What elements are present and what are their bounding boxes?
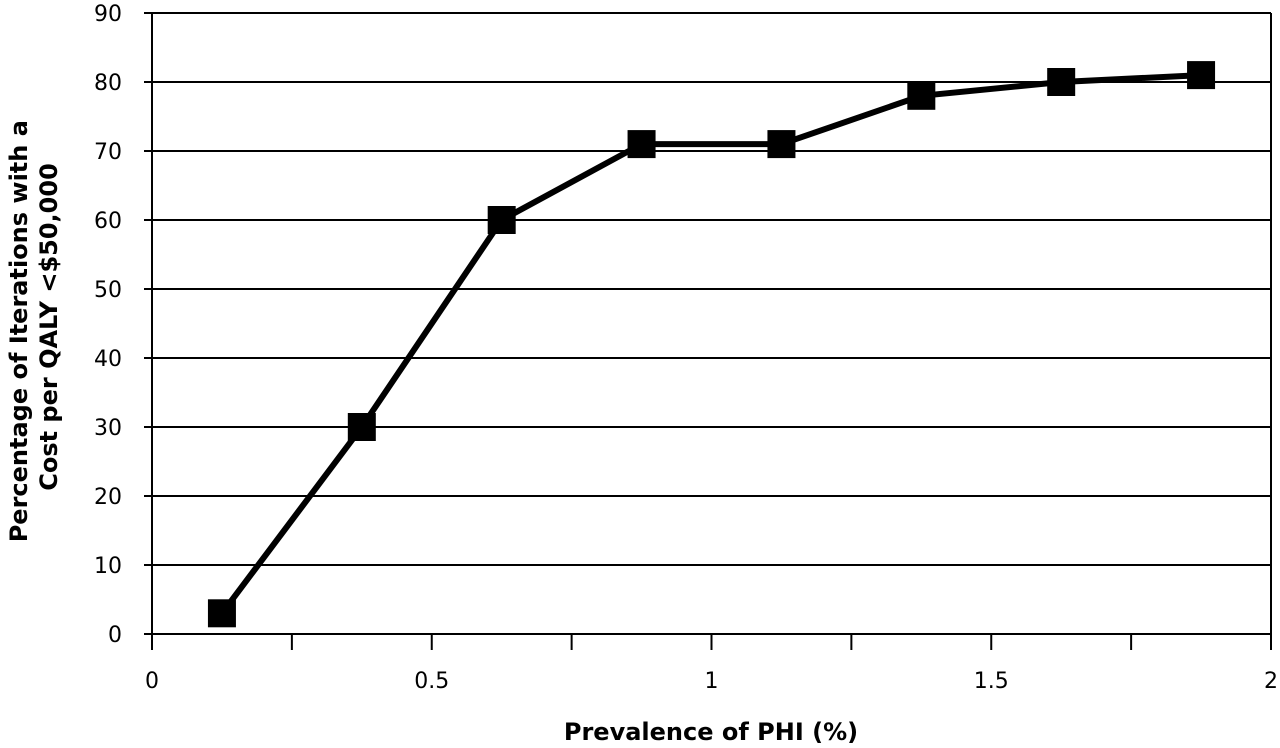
y-tick-label: 90 xyxy=(94,2,122,27)
x-tick-label: 0.5 xyxy=(414,669,449,694)
y-tick-label: 70 xyxy=(94,140,122,165)
y-axis-title-line-2: Cost per QALY <$50,000 xyxy=(35,163,63,491)
y-axis-title: Percentage of Iterations with a Cost per… xyxy=(5,112,63,543)
data-point-marker xyxy=(1047,68,1076,96)
data-point-marker xyxy=(907,81,936,110)
y-tick-label: 30 xyxy=(94,416,122,441)
y-tick-label: 50 xyxy=(94,278,122,303)
data-point-marker xyxy=(1187,61,1216,90)
tick-labels: 0 10 20 30 40 50 60 70 80 90 0 0.5 1 1.5 2 xyxy=(94,2,1278,694)
y-tick-label: 40 xyxy=(94,347,122,372)
gridlines xyxy=(152,12,1271,566)
x-tick-label: 2 xyxy=(1264,669,1278,694)
series-line xyxy=(219,72,1202,616)
x-tick-label: 1 xyxy=(705,669,719,694)
data-point-marker xyxy=(487,206,516,234)
axes xyxy=(144,12,1272,650)
data-point-marker xyxy=(627,130,656,159)
data-point-marker xyxy=(767,130,796,159)
data-point-marker xyxy=(347,413,376,441)
y-tick-label: 20 xyxy=(94,485,122,510)
y-tick-label: 80 xyxy=(94,71,122,96)
data-series xyxy=(207,61,1216,628)
x-tick-label: 1.5 xyxy=(974,669,1009,694)
x-axis-title: Prevalence of PHI (%) xyxy=(564,718,858,746)
y-tick-label: 0 xyxy=(108,623,122,648)
y-axis-title-line-1: Percentage of Iterations with a xyxy=(5,120,33,542)
y-tick-label: 10 xyxy=(94,554,122,579)
data-point-marker xyxy=(207,599,236,628)
y-tick-label: 60 xyxy=(94,209,122,234)
x-tick-label: 0 xyxy=(145,669,159,694)
